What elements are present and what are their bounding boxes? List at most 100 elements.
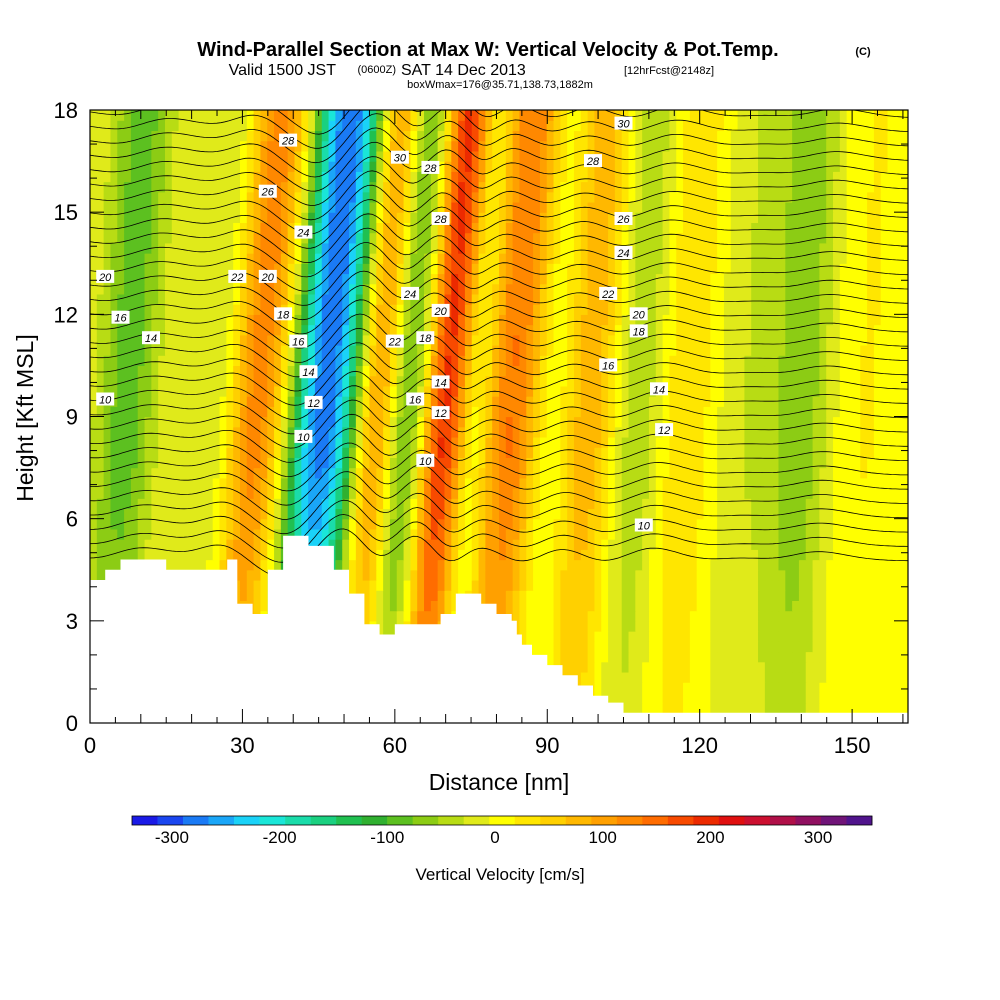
velocity-cell	[792, 334, 800, 346]
velocity-cell	[417, 600, 425, 612]
velocity-cell	[90, 365, 98, 377]
velocity-cell	[669, 396, 677, 407]
velocity-cell	[805, 651, 814, 663]
velocity-cell	[819, 365, 827, 377]
velocity-cell	[689, 396, 698, 407]
velocity-cell	[151, 436, 159, 448]
velocity-cell	[110, 344, 118, 356]
velocity-cell	[512, 528, 521, 540]
velocity-cell	[192, 304, 200, 315]
velocity-cell	[846, 436, 855, 448]
velocity-cell	[751, 436, 759, 448]
velocity-cell	[451, 314, 459, 326]
velocity-cell	[587, 620, 596, 632]
velocity-cell	[362, 518, 371, 530]
velocity-cell	[839, 426, 848, 438]
velocity-cell	[410, 375, 418, 387]
velocity-cell	[580, 651, 589, 663]
velocity-cell	[689, 488, 698, 499]
velocity-cell	[110, 426, 118, 438]
velocity-cell	[171, 355, 180, 367]
velocity-cell	[880, 304, 889, 315]
velocity-cell	[785, 508, 793, 520]
velocity-cell	[696, 324, 705, 336]
velocity-cell	[499, 590, 507, 601]
velocity-cell	[710, 518, 718, 530]
velocity-cell	[253, 334, 262, 346]
velocity-cell	[505, 539, 514, 550]
velocity-cell	[335, 498, 343, 510]
velocity-cell	[683, 559, 691, 571]
velocity-cell	[219, 385, 227, 397]
velocity-cell	[696, 641, 705, 653]
velocity-cell	[648, 692, 657, 704]
velocity-cell	[744, 508, 752, 520]
velocity-cell	[642, 579, 650, 591]
velocity-cell	[185, 293, 193, 305]
velocity-cell	[655, 590, 664, 601]
velocity-cell	[887, 528, 895, 540]
velocity-cell	[798, 651, 807, 663]
velocity-cell	[676, 447, 684, 458]
velocity-cell	[730, 671, 739, 683]
velocity-cell	[703, 436, 711, 448]
velocity-cell	[403, 314, 411, 326]
velocity-cell	[533, 559, 541, 571]
velocity-cell	[873, 610, 882, 622]
velocity-cell	[171, 406, 180, 418]
velocity-cell	[826, 651, 834, 663]
velocity-cell	[901, 682, 908, 693]
velocity-cell	[826, 314, 834, 326]
velocity-cell	[880, 365, 889, 377]
velocity-cell	[178, 488, 187, 499]
velocity-cell	[199, 488, 207, 499]
velocity-cell	[369, 467, 377, 479]
velocity-cell	[308, 385, 316, 397]
velocity-cell	[314, 467, 323, 479]
velocity-cell	[505, 549, 514, 561]
velocity-cell	[90, 304, 98, 315]
velocity-cell	[499, 426, 507, 438]
velocity-cell	[349, 436, 357, 448]
velocity-cell	[723, 426, 732, 438]
velocity-cell	[805, 406, 814, 418]
velocity-cell	[526, 528, 534, 540]
velocity-cell	[396, 518, 405, 530]
velocity-cell	[567, 518, 575, 530]
velocity-cell	[103, 293, 112, 305]
velocity-cell	[853, 702, 861, 714]
velocity-cell	[124, 457, 132, 469]
velocity-cell	[417, 610, 425, 622]
velocity-cell	[539, 375, 548, 387]
velocity-cell	[164, 488, 173, 499]
velocity-cell	[621, 518, 630, 530]
velocity-cell	[430, 579, 439, 591]
velocity-cell	[648, 447, 657, 458]
velocity-cell	[103, 365, 112, 377]
velocity-cell	[812, 314, 820, 326]
velocity-cell	[601, 641, 609, 653]
velocity-cell	[369, 569, 377, 581]
velocity-cell	[151, 293, 159, 305]
velocity-cell	[451, 355, 459, 367]
velocity-cell	[410, 477, 418, 489]
velocity-cell	[362, 539, 371, 550]
velocity-cell	[710, 651, 718, 663]
velocity-cell	[710, 488, 718, 499]
velocity-cell	[880, 539, 889, 550]
velocity-cell	[662, 579, 671, 591]
velocity-cell	[430, 467, 439, 479]
velocity-cell	[464, 396, 473, 407]
velocity-cell	[723, 569, 732, 581]
velocity-cell	[655, 508, 664, 520]
velocity-cell	[287, 436, 296, 448]
velocity-cell	[785, 682, 793, 693]
velocity-cell	[785, 375, 793, 387]
velocity-cell	[505, 498, 514, 510]
velocity-cell	[580, 539, 589, 550]
velocity-cell	[846, 416, 855, 428]
velocity-cell	[478, 355, 486, 367]
velocity-cell	[873, 682, 882, 693]
velocity-cell	[778, 344, 786, 356]
